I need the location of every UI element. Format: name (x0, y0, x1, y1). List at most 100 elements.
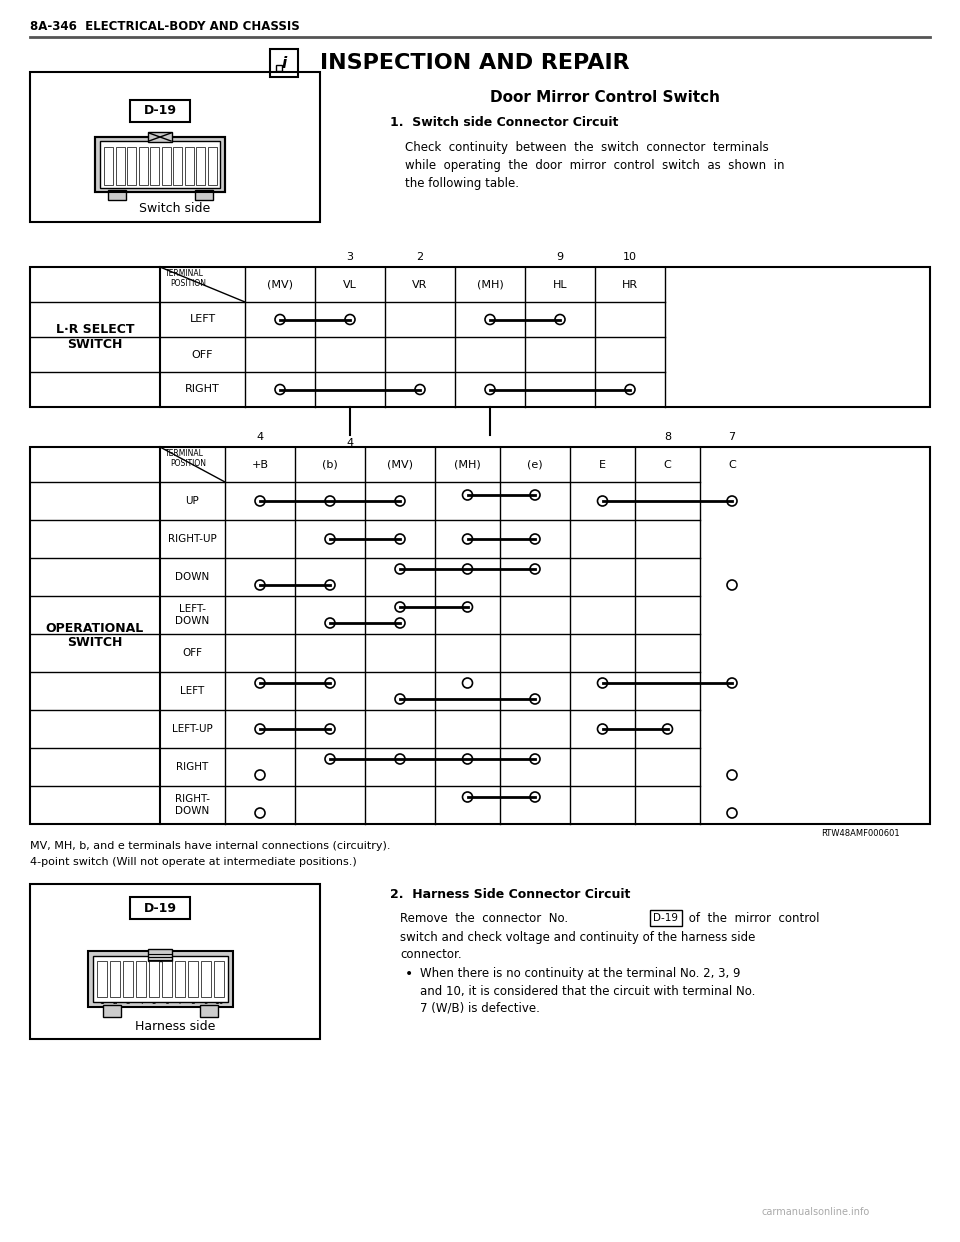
Bar (162, 961, 172, 997)
Text: TERMINAL: TERMINAL (165, 450, 204, 458)
Text: D-19: D-19 (654, 913, 679, 923)
Text: LEFT-
DOWN: LEFT- DOWN (176, 604, 209, 626)
Text: D-19: D-19 (143, 902, 177, 914)
Text: 3: 3 (347, 252, 353, 262)
Bar (30, 884, 320, 1040)
Text: and 10, it is considered that the circuit with terminal No.: and 10, it is considered that the circui… (420, 985, 756, 997)
Text: HR: HR (622, 279, 638, 289)
Text: 7 (W/B) is defective.: 7 (W/B) is defective. (420, 1001, 540, 1015)
Bar (148, 949, 172, 961)
Text: 2: 2 (112, 996, 117, 1006)
Text: RTW48AMF000601: RTW48AMF000601 (822, 830, 900, 838)
Text: D-19: D-19 (143, 104, 177, 118)
Text: 6: 6 (164, 996, 169, 1006)
Bar (184, 147, 194, 185)
Bar (173, 147, 182, 185)
Text: HL: HL (553, 279, 567, 289)
Text: 4: 4 (175, 175, 180, 185)
Text: POSITION: POSITION (170, 279, 206, 288)
Text: OFF: OFF (192, 349, 213, 359)
Text: 3: 3 (186, 175, 191, 185)
Text: Remove  the  connector  No.: Remove the connector No. (400, 913, 568, 925)
Text: 9: 9 (204, 996, 208, 1006)
Bar (30, 267, 930, 407)
Text: of  the  mirror  control: of the mirror control (685, 913, 820, 925)
Bar (650, 910, 682, 927)
Bar (195, 190, 213, 200)
Text: C: C (728, 460, 736, 469)
Text: RIGHT-
DOWN: RIGHT- DOWN (175, 794, 210, 816)
Bar (214, 961, 224, 997)
Text: 5: 5 (163, 175, 168, 185)
Bar (161, 147, 171, 185)
Text: Check  continuity  between  the  switch  connector  terminals: Check continuity between the switch conn… (405, 140, 769, 154)
Bar (130, 897, 190, 919)
Bar (148, 132, 172, 142)
Text: 4: 4 (256, 432, 264, 442)
Bar (123, 961, 133, 997)
Text: 2: 2 (198, 175, 203, 185)
Bar (150, 147, 159, 185)
Text: 10: 10 (214, 996, 224, 1006)
Text: 8: 8 (191, 996, 196, 1006)
Bar (30, 72, 320, 222)
Text: LEFT: LEFT (189, 314, 216, 324)
Bar (196, 147, 205, 185)
Bar (30, 447, 930, 823)
Bar (207, 147, 217, 185)
Text: 7: 7 (140, 175, 145, 185)
Bar (138, 147, 148, 185)
Bar (188, 961, 198, 997)
Text: Door Mirror Control Switch: Door Mirror Control Switch (490, 89, 720, 104)
Text: 5: 5 (152, 996, 156, 1006)
Text: 4: 4 (138, 996, 143, 1006)
Text: TERMINAL: TERMINAL (165, 270, 204, 278)
Text: UP: UP (185, 496, 200, 505)
Bar (270, 48, 298, 77)
Text: +B: +B (252, 460, 269, 469)
Bar (104, 147, 113, 185)
Text: (MH): (MH) (476, 279, 503, 289)
Text: VL: VL (343, 279, 357, 289)
Text: 4: 4 (347, 438, 353, 448)
Text: (e): (e) (527, 460, 542, 469)
Bar (136, 961, 146, 997)
Bar (88, 951, 233, 1007)
Text: 9: 9 (117, 175, 123, 185)
Text: i: i (281, 56, 287, 71)
Text: 10: 10 (104, 175, 113, 185)
Text: (MV): (MV) (267, 279, 293, 289)
Text: 7: 7 (178, 996, 182, 1006)
Text: •: • (405, 968, 413, 981)
Text: carmanualsonline.info: carmanualsonline.info (761, 1207, 870, 1217)
Text: OPERATIONAL
SWITCH: OPERATIONAL SWITCH (46, 621, 144, 650)
Text: 6: 6 (152, 175, 156, 185)
Text: 10: 10 (623, 252, 637, 262)
Bar (103, 1005, 121, 1017)
Text: 1: 1 (100, 996, 105, 1006)
Text: 8: 8 (664, 432, 671, 442)
Text: Harness side: Harness side (134, 1021, 215, 1033)
Text: (b): (b) (323, 460, 338, 469)
Text: RIGHT: RIGHT (185, 385, 220, 395)
Text: 2: 2 (417, 252, 423, 262)
Text: INSPECTION AND REPAIR: INSPECTION AND REPAIR (320, 53, 630, 73)
Text: the following table.: the following table. (405, 176, 519, 190)
Text: POSITION: POSITION (170, 460, 206, 468)
Text: C: C (663, 460, 671, 469)
Bar (100, 142, 220, 188)
Text: L·R SELECT
SWITCH: L·R SELECT SWITCH (56, 323, 134, 351)
Bar (108, 190, 126, 200)
Text: E: E (599, 460, 606, 469)
Text: DOWN: DOWN (176, 573, 209, 582)
Text: (MV): (MV) (387, 460, 413, 469)
Text: LEFT-UP: LEFT-UP (172, 724, 213, 734)
Bar (127, 147, 136, 185)
Text: RIGHT: RIGHT (177, 763, 208, 773)
Text: 1: 1 (209, 175, 214, 185)
Bar (110, 961, 120, 997)
Text: while  operating  the  door  mirror  control  switch  as  shown  in: while operating the door mirror control … (405, 159, 784, 171)
Text: OFF: OFF (182, 648, 203, 658)
Text: 3: 3 (126, 996, 131, 1006)
Text: 7: 7 (729, 432, 735, 442)
